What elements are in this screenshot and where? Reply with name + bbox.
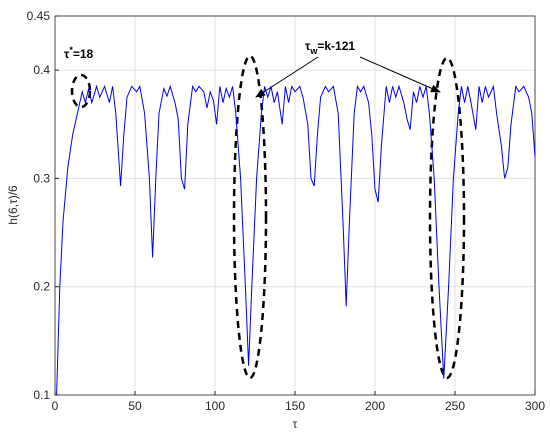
x-tick-label: 150 [285,399,305,413]
x-tick-label: 250 [445,399,465,413]
data-line [56,84,536,396]
y-tick-label: 0.45 [27,9,51,23]
annotation: τw=k-121 [305,39,355,56]
x-tick-label: 300 [525,399,545,413]
annotation-text: w [309,46,318,56]
ellipse [70,73,92,109]
annotation-text: =k-121 [317,39,355,53]
ellipse [232,54,268,380]
ellipse [428,56,466,380]
x-tick-label: 0 [52,399,59,413]
annotation-text: τ [64,47,70,61]
y-tick-label: 0.4 [33,63,50,77]
arrow [255,56,319,98]
annotation-text: τ [305,39,311,53]
highlight-ellipses [70,54,466,380]
x-axis-label: τ [293,417,298,431]
x-tick-label: 100 [205,399,225,413]
annotation-text: * [69,45,73,55]
x-tick-label: 50 [128,399,142,413]
y-tick-label: 0.1 [33,388,50,402]
y-tick-label: 0.2 [33,280,50,294]
y-tick-label: 0.3 [33,171,50,185]
x-tick-label: 200 [365,399,385,413]
arrows [255,56,441,98]
y-axis-label: h(6,τ)/6 [6,185,20,225]
annotation: τ*=18 [64,45,94,61]
arrow [359,56,441,93]
annotation-text: =18 [73,47,94,61]
